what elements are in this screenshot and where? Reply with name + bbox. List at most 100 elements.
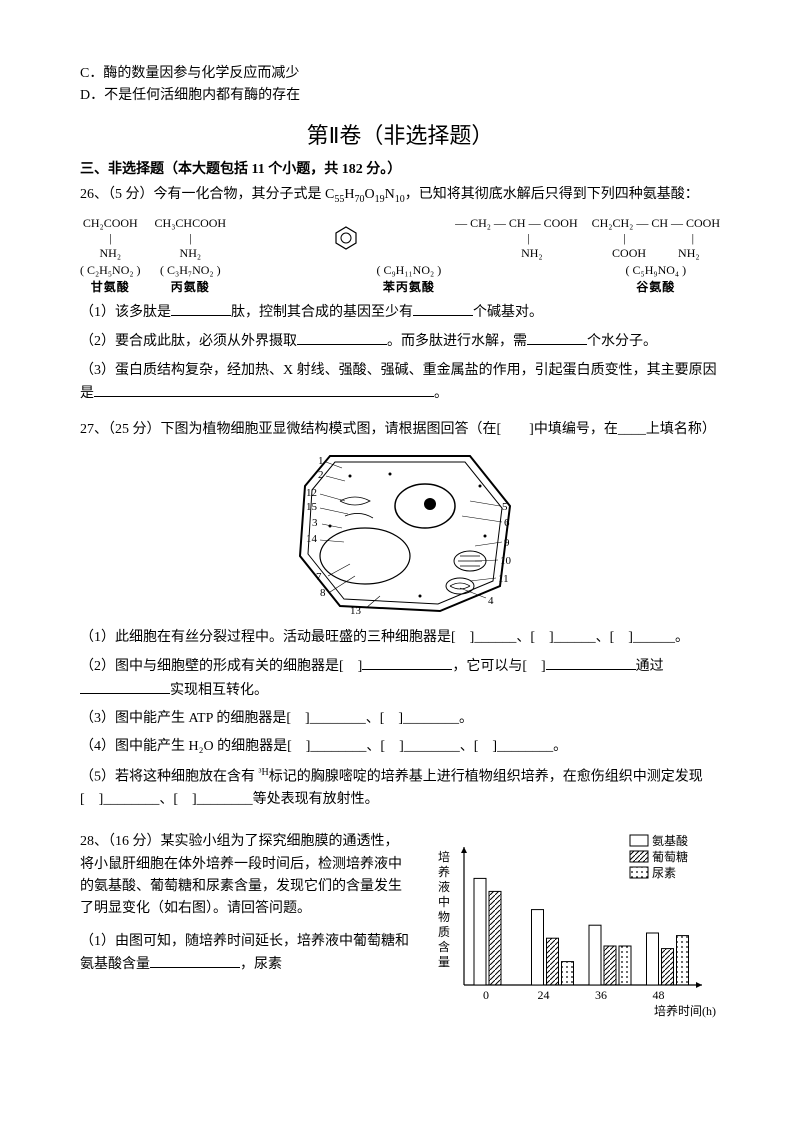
svg-text:含: 含 [438,939,450,954]
aa-phe-formula: ( C₉H₁₁NO₂ ) [240,263,578,278]
svg-text:氨基酸: 氨基酸 [652,833,688,848]
svg-text:尿素: 尿素 [652,866,676,880]
aa-phe-l1: — CH₂ — CH — COOH [455,216,578,231]
aa-gly-l2: | [80,231,141,246]
q26-p2b: 。而多肽进行水解，需 [387,334,527,349]
option-c: C．酶的数量因参与化学反应而减少 [80,62,720,82]
amino-acid-row: CH₂COOH | NH₂ ( C₂H₅NO₂ ) 甘氨酸 CH₃CHCOOH … [80,216,720,295]
q28-stem: 28、（16 分）某实验小组为了探究细胞膜的通透性，将小鼠肝细胞在体外培养一段时… [80,831,410,921]
q26-stem-c: O [364,187,374,202]
aa-glu-name: 谷氨酸 [592,280,720,295]
blank[interactable] [80,679,170,694]
aa-glu-l3: COOHNH₂ [592,246,720,261]
q27-p2b: ，它可以与[ ] [452,659,545,674]
aa-phe-l3: NH₂ [455,246,578,261]
svg-text:13: 13 [350,605,362,616]
svg-text:11: 11 [498,573,509,585]
q27-p3: （3）图中能产生 ATP 的细胞器是[ ]________、[ ]_______… [80,708,720,730]
q26-p2c: 个水分子。 [587,334,657,349]
q28-p1b: ，尿素 [240,957,282,972]
svg-text:8: 8 [320,587,326,599]
aa-ala-l2: | [155,231,227,246]
q26-sub4: 10 [395,194,405,205]
blank[interactable] [297,330,387,345]
blank[interactable] [413,301,473,316]
q28-chart: 培养液中物质含量氨基酸葡萄糖尿素0243648培养时间(h) [420,825,720,1025]
svg-text:质: 质 [438,925,450,939]
aa-phe: — CH₂ — CH — COOH | NH₂ ( C₉H₁₁NO₂ ) 苯丙氨… [240,216,578,295]
blank[interactable] [546,655,636,670]
plant-cell-figure: 12 1215 314 78 13 56 910 114 [80,446,720,621]
svg-text:10: 10 [500,555,512,567]
q26-p1a: （1）该多肽是 [80,305,171,320]
svg-text:2: 2 [318,469,324,481]
q26-sub2: 70 [354,194,364,205]
svg-text:15: 15 [306,501,318,513]
svg-text:6: 6 [504,517,510,529]
svg-text:12: 12 [306,487,317,499]
q27-p1: （1）此细胞在有丝分裂过程中。活动最旺盛的三种细胞器是[ ]______、[ ]… [80,627,720,649]
benzene-icon [333,225,359,251]
q27-stem: 27、（25 分）下图为植物细胞亚显微结构模式图，请根据图回答（在[ ]中填编号… [80,419,720,441]
aa-ala-formula: ( C₃H₇NO₂ ) [155,263,227,278]
aa-ala-name: 丙氨酸 [155,280,227,295]
q26-p2a: （2）要合成此肽，必须从外界摄取 [80,334,297,349]
blank[interactable] [171,301,231,316]
q26-stem: 26、（5 分）今有一化合物，其分子式是 C55H70O19N10，已知将其彻底… [80,184,720,208]
q26-p3b: 。 [434,386,448,401]
q26-sub3: 19 [375,194,385,205]
svg-text:36: 36 [595,988,607,1002]
q27-p4: （4）图中能产生 H₂O 的细胞器是[ ]________、[ ]_______… [80,736,720,758]
svg-text:24: 24 [538,988,550,1002]
svg-text:养: 养 [438,864,450,879]
svg-text:0: 0 [483,988,489,1002]
svg-text:培: 培 [438,849,450,864]
aa-gly: CH₂COOH | NH₂ ( C₂H₅NO₂ ) 甘氨酸 [80,216,141,295]
svg-text:7: 7 [316,571,322,583]
q26-stem-a: 26、（5 分）今有一化合物，其分子式是 C [80,187,334,202]
q27-p5h: ³H [259,767,269,778]
aa-phe-name: 苯丙氨酸 [240,280,578,295]
svg-text:物: 物 [438,910,450,924]
svg-text:48: 48 [653,988,665,1002]
aa-gly-l3: NH₂ [80,246,141,261]
q27-p2c: 通过 [636,659,664,674]
section-2-title: 第Ⅱ卷（非选择题） [80,118,720,150]
q26-stem-b: H [344,187,354,202]
q26-stem-e: ，已知将其彻底水解后只得到下列四种氨基酸： [405,187,699,202]
q27-p5: （5）若将这种细胞放在含有 ³H标记的胸腺嘧啶的培养基上进行植物组织培养，在愈伤… [80,765,720,811]
aa-phe-l2: | [455,231,578,246]
svg-text:量: 量 [438,955,450,969]
aa-ala-l1: CH₃CHCOOH [155,216,227,231]
aa-glu-formula: ( C₅H₉NO₄ ) [592,263,720,278]
svg-text:9: 9 [504,537,510,549]
aa-glu-l1: CH₂CH₂ — CH — COOH [592,216,720,231]
aa-glu: CH₂CH₂ — CH — COOH || COOHNH₂ ( C₅H₉NO₄ … [592,216,720,295]
q26-p2: （2）要合成此肽，必须从外界摄取 。而多肽进行水解，需 个水分子。 [80,330,720,353]
q27-p2: （2）图中与细胞壁的形成有关的细胞器是[ ] ，它可以与[ ] 通过实现相互转化。 [80,655,720,702]
q28-p1: （1）由图可知，随培养时间延长，培养液中葡萄糖和氨基酸含量，尿素 [80,931,410,977]
part3-heading: 三、非选择题（本大题包括 11 个小题，共 182 分。） [80,158,720,178]
blank[interactable] [527,330,587,345]
svg-text:葡萄糖: 葡萄糖 [652,849,688,864]
q27-p2a: （2）图中与细胞壁的形成有关的细胞器是[ ] [80,659,362,674]
q26-p3: （3）蛋白质结构复杂，经加热、X 射线、强酸、强碱、重金属盐的作用，引起蛋白质变… [80,360,720,406]
aa-gly-name: 甘氨酸 [80,280,141,295]
q26-p1: （1）该多肽是 肽，控制其合成的基因至少有 个碱基对。 [80,301,720,324]
aa-gly-l1: CH₂COOH [80,216,141,231]
blank[interactable] [362,655,452,670]
svg-text:1: 1 [318,455,324,467]
svg-text:4: 4 [488,595,494,607]
q26-sub1: 55 [334,194,344,205]
svg-text:3: 3 [312,517,318,529]
q26-p1b: 肽，控制其合成的基因至少有 [231,305,413,320]
q27-p2d: 实现相互转化。 [170,683,268,698]
q27-p5a: （5）若将这种细胞放在含有 [80,769,259,784]
q26-p1c: 个碱基对。 [473,305,543,320]
aa-glu-l2: || [592,231,720,246]
blank[interactable] [150,953,240,968]
svg-text:5: 5 [502,501,508,513]
svg-text:14: 14 [306,533,318,545]
blank[interactable] [94,382,434,397]
option-d: D．不是任何活细胞内都有酶的存在 [80,84,720,104]
